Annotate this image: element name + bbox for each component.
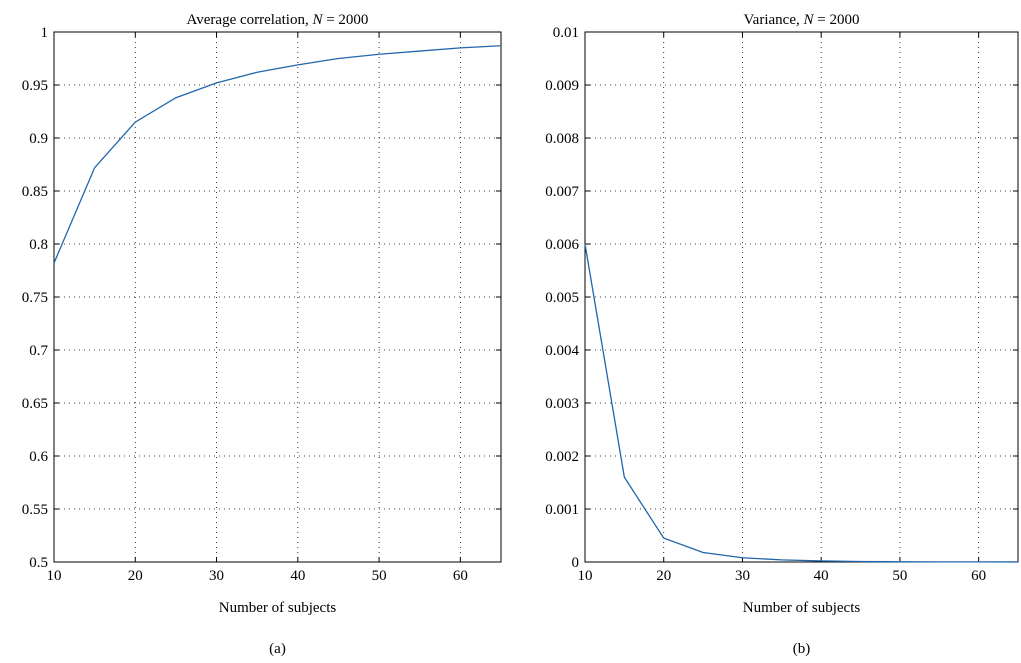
x-tick-label: 60: [453, 568, 468, 584]
y-tick-label: 0.55: [22, 502, 48, 518]
x-tick-label: 60: [971, 568, 986, 584]
x-tick-label: 20: [656, 568, 671, 584]
y-tick-label: 0.008: [545, 131, 579, 147]
y-tick-label: 0.009: [545, 78, 579, 94]
x-tick-label: 40: [814, 568, 829, 584]
plot-frame: [584, 31, 1019, 563]
y-tick-label: 0.004: [545, 343, 579, 359]
y-tick-label: 0.6: [29, 449, 48, 465]
y-tick-label: 0.01: [553, 25, 579, 41]
y-tick-label: 0.005: [545, 290, 579, 306]
y-tick-label: 0.75: [22, 290, 48, 306]
series-line: [584, 243, 1019, 563]
chart-title: Average correlation, N = 2000: [187, 12, 369, 28]
x-tick-label: 40: [290, 568, 305, 584]
series-line: [53, 45, 502, 264]
y-tick-label: 0.7: [29, 343, 48, 359]
x-axis-label: Number of subjects: [219, 600, 337, 616]
y-tick-label: 0.002: [545, 449, 579, 465]
y-tick-label: 0.007: [545, 184, 579, 200]
y-tick-label: 0.95: [22, 78, 48, 94]
panel-caption: (a): [269, 641, 286, 657]
plot-frame: [53, 31, 502, 563]
x-tick-label: 30: [735, 568, 750, 584]
y-tick-label: 0.001: [545, 502, 579, 518]
y-tick-label: 0.006: [545, 237, 579, 253]
panel-caption: (b): [793, 641, 811, 657]
x-tick-label: 10: [47, 568, 62, 584]
chart-panel-2: 10 20 30 40 50 60 0 0.001 0.002 0.003 0.004 0.005 0.…: [545, 12, 1019, 657]
chart-panel-1: 10 20 30 40 50 60 0.5 0.55 0.6 0.65 0.7 0.75 0.8 0.85…: [22, 12, 502, 657]
y-tick-label: 1: [41, 25, 49, 41]
y-tick-label: 0.9: [29, 131, 48, 147]
x-tick-label: 10: [578, 568, 593, 584]
chart-title: Variance, N = 2000: [744, 12, 860, 28]
y-tick-label: 0.5: [29, 555, 48, 571]
x-tick-label: 20: [128, 568, 143, 584]
x-axis-label: Number of subjects: [743, 600, 861, 616]
y-tick-label: 0.85: [22, 184, 48, 200]
y-tick-label: 0.65: [22, 396, 48, 412]
y-tick-label: 0.8: [29, 237, 48, 253]
x-tick-label: 50: [372, 568, 387, 584]
y-tick-label: 0.003: [545, 396, 579, 412]
y-tick-label: 0: [572, 555, 580, 571]
x-tick-label: 30: [209, 568, 224, 584]
x-tick-label: 50: [892, 568, 907, 584]
